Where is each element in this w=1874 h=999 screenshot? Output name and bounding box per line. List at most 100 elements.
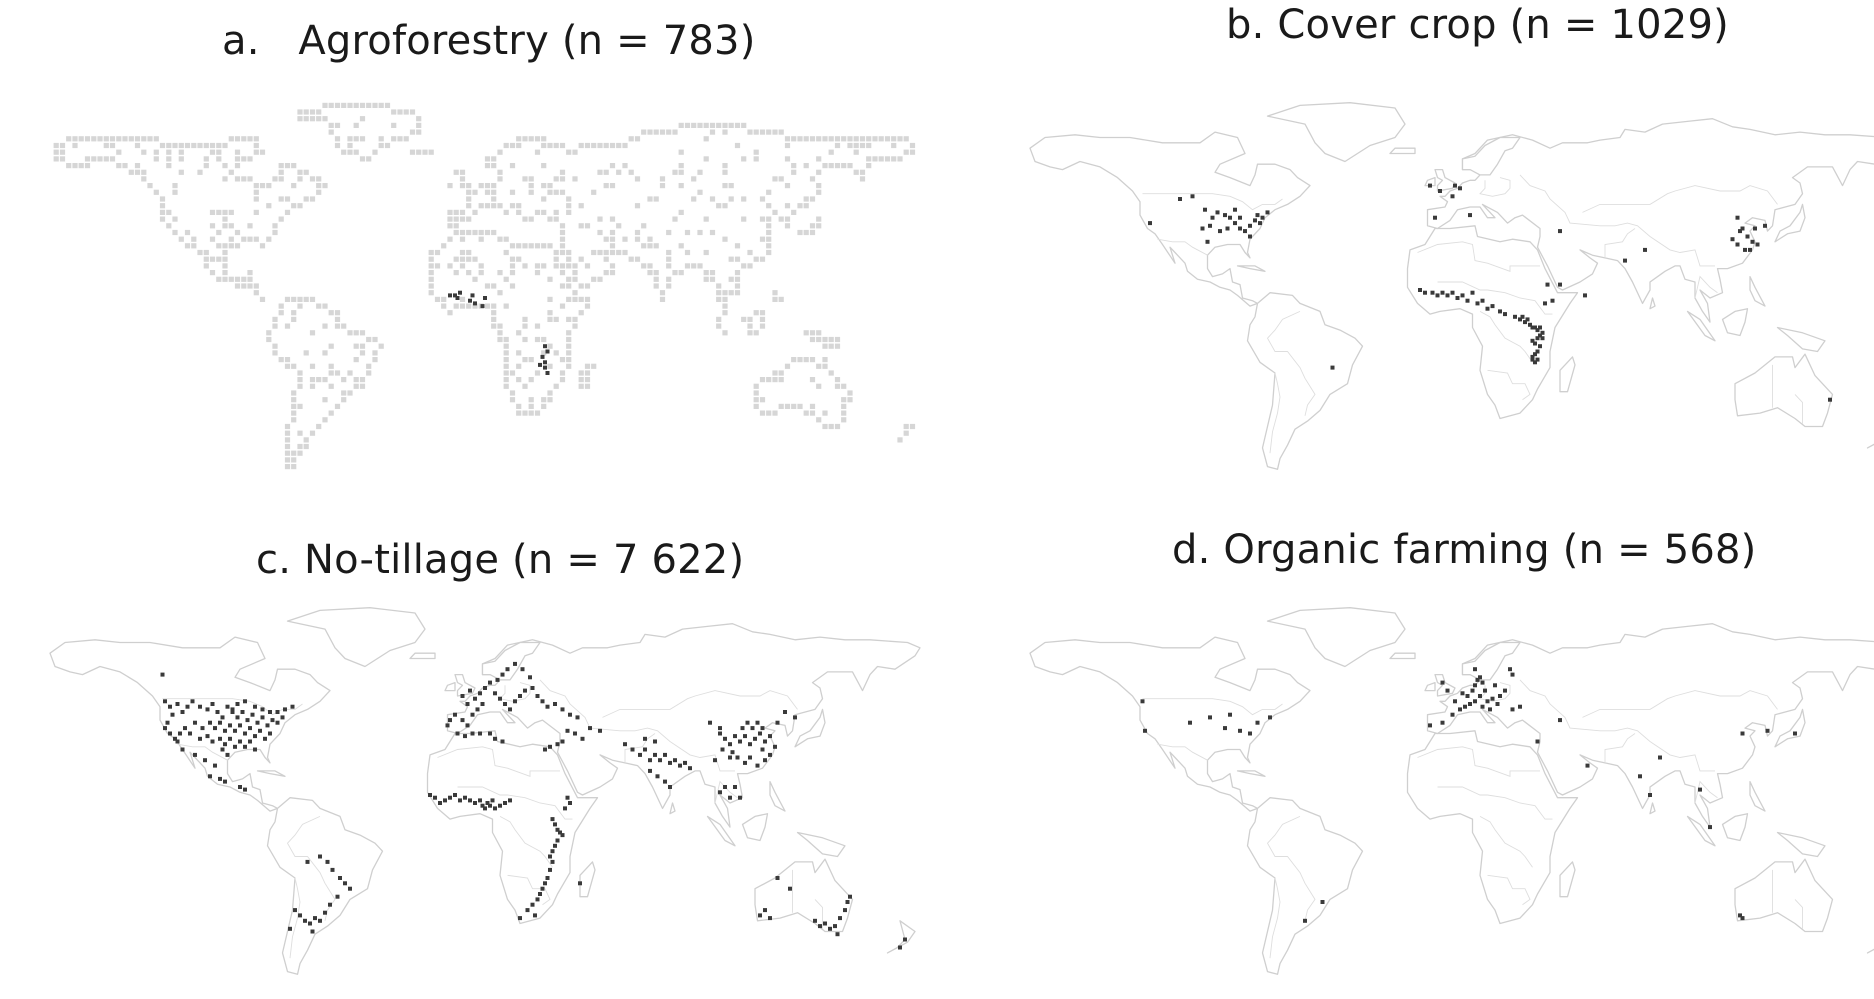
land-grid-cell	[359, 136, 366, 142]
land-grid-cell	[172, 142, 178, 149]
study-site-point	[1205, 239, 1210, 244]
land-grid-cell	[809, 357, 816, 363]
land-grid-cell	[409, 149, 416, 155]
land-grid-cell	[491, 229, 497, 236]
land-grid-cell	[359, 156, 366, 162]
land-grid-cell	[766, 223, 772, 229]
land-grid-cell	[809, 176, 816, 182]
land-grid-cell	[203, 256, 209, 262]
study-site-point	[548, 854, 552, 859]
country-border	[507, 874, 551, 906]
land-grid-cell	[209, 236, 216, 242]
land-grid-cell	[291, 464, 297, 470]
land-grid-cell	[503, 303, 509, 309]
study-site-point	[218, 736, 222, 741]
study-site-point	[483, 686, 487, 690]
land-grid-cell	[291, 397, 297, 403]
land-grid-cell	[453, 303, 459, 309]
study-site-point	[580, 736, 585, 741]
land-grid-cell	[784, 183, 791, 189]
land-grid-cell	[234, 176, 241, 182]
land-grid-cell	[522, 357, 528, 363]
land-grid-cell	[241, 276, 247, 282]
land-grid-cell	[666, 249, 672, 256]
land-grid-cell	[466, 256, 472, 262]
land-grid-cell	[803, 203, 809, 209]
land-grid-cell	[597, 249, 603, 256]
landmass-newGuinea	[796, 831, 846, 858]
land-grid-cell	[528, 243, 534, 249]
study-site-point	[1510, 707, 1515, 712]
land-grid-cell	[784, 156, 791, 162]
land-grid-cell	[747, 316, 753, 322]
study-site-point	[545, 349, 550, 354]
land-grid-cell	[84, 136, 91, 142]
land-grid-cell	[372, 149, 378, 155]
land-grid-cell	[553, 142, 559, 149]
land-grid-cell	[447, 209, 453, 215]
study-site-point	[835, 932, 840, 937]
land-grid-cell	[691, 122, 697, 128]
land-grid-cell	[291, 417, 297, 423]
study-site-point	[260, 715, 265, 720]
land-grid-cell	[497, 336, 503, 343]
land-grid-cell	[766, 249, 772, 256]
study-site-point	[228, 736, 232, 741]
study-site-point	[265, 723, 270, 728]
study-site-point	[1465, 298, 1470, 303]
study-site-point	[1445, 688, 1450, 693]
study-site-point	[758, 913, 762, 918]
land-grid-cell	[478, 236, 484, 242]
country-border	[1487, 369, 1531, 401]
study-site-point	[518, 694, 522, 698]
land-grid-cell	[503, 377, 509, 383]
land-grid-cell	[816, 183, 822, 189]
land-grid-cell	[428, 249, 434, 256]
land-grid-cell	[534, 410, 541, 416]
land-grid-cell	[734, 243, 741, 249]
study-site-point	[170, 712, 175, 717]
land-grid-cell	[334, 310, 341, 316]
study-site-point	[250, 712, 255, 717]
land-grid-cell	[466, 270, 472, 276]
study-site-point	[743, 734, 747, 739]
land-grid-cell	[228, 243, 234, 249]
study-site-point	[233, 744, 237, 749]
land-grid-cell	[284, 443, 291, 450]
study-site-point	[243, 699, 247, 704]
land-grid-cell	[822, 410, 828, 416]
landmass-iceland	[409, 652, 436, 660]
land-grid-cell	[509, 189, 516, 195]
land-grid-cell	[653, 243, 659, 249]
study-site-point	[453, 712, 457, 717]
land-grid-cell	[278, 169, 284, 175]
land-grid-cell	[803, 136, 809, 142]
study-site-point	[1638, 774, 1642, 779]
study-site-point	[760, 726, 765, 731]
land-grid-cell	[309, 196, 316, 202]
study-site-point	[758, 731, 762, 736]
study-site-point	[768, 916, 772, 921]
land-grid-cell	[303, 196, 309, 202]
land-grid-cell	[559, 303, 566, 309]
study-site-point	[225, 704, 230, 709]
land-grid-cell	[322, 102, 328, 108]
land-grid-cell	[572, 276, 578, 282]
land-grid-cell	[203, 156, 209, 162]
land-grid-cell	[359, 330, 366, 336]
land-grid-cell	[816, 383, 822, 389]
study-site-point	[1140, 699, 1145, 704]
land-grid-cell	[603, 270, 609, 276]
land-grid-cell	[503, 350, 509, 356]
land-grid-cell	[272, 176, 278, 182]
study-site-point	[1475, 301, 1480, 306]
land-grid-cell	[716, 290, 722, 296]
land-grid-cell	[572, 316, 578, 322]
land-grid-cell	[259, 243, 266, 249]
study-site-point	[290, 704, 295, 709]
land-grid-cell	[459, 216, 466, 222]
study-site-point	[1148, 221, 1152, 226]
land-grid-cell	[172, 189, 178, 195]
study-site-point	[763, 908, 767, 913]
country-border	[1479, 177, 1511, 197]
